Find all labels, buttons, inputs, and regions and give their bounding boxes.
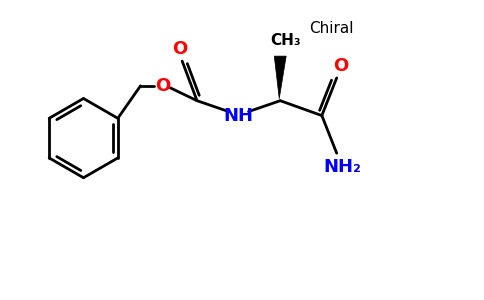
Text: CH₃: CH₃	[270, 33, 301, 48]
Text: O: O	[172, 40, 188, 58]
Text: O: O	[333, 57, 348, 75]
Text: NH₂: NH₂	[324, 158, 362, 176]
Text: NH: NH	[224, 106, 254, 124]
Text: Chiral: Chiral	[309, 21, 354, 36]
Text: O: O	[155, 77, 170, 95]
Polygon shape	[274, 56, 286, 99]
